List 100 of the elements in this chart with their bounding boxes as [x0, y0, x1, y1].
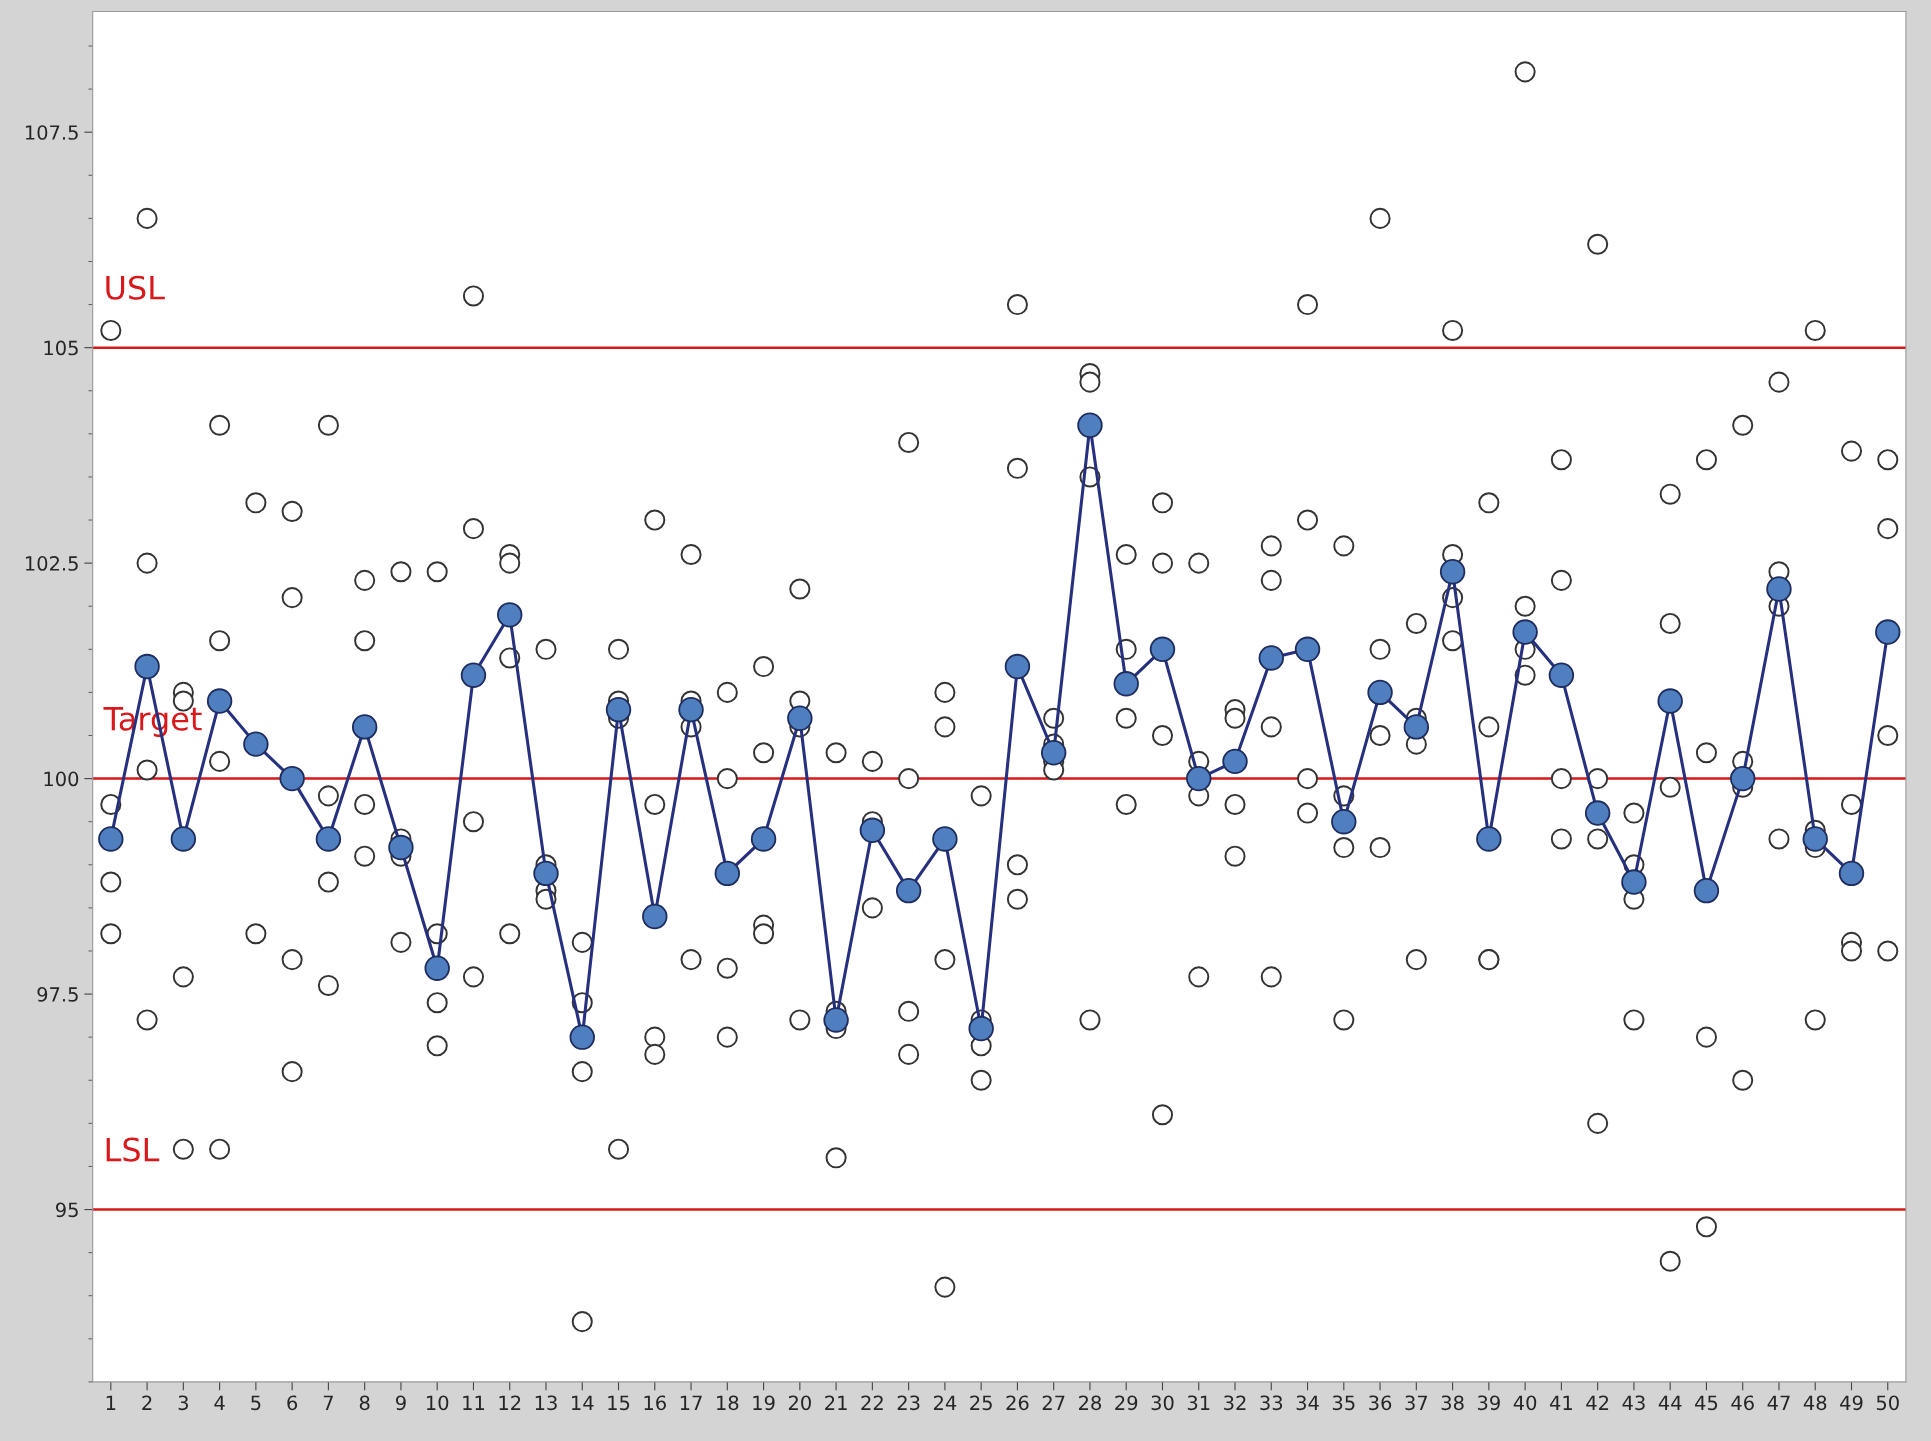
x-tick-label: 3 — [178, 1395, 188, 1411]
point — [605, 696, 632, 723]
point — [1004, 653, 1031, 680]
y-tick-label: 102.5 — [25, 556, 78, 571]
x-tick-label: 31 — [1187, 1395, 1210, 1411]
point — [823, 1007, 849, 1033]
x-tick-label: 16 — [644, 1395, 666, 1411]
ref-line-label: USL — [106, 275, 165, 300]
x-tick-label: 14 — [572, 1395, 594, 1410]
point — [642, 903, 668, 930]
x-tick-label: 37 — [1405, 1395, 1428, 1411]
point — [569, 1024, 595, 1050]
point — [1476, 826, 1502, 852]
point — [1186, 765, 1212, 792]
x-tick-label: 44 — [1658, 1395, 1682, 1410]
x-tick-label: 11 — [463, 1395, 485, 1410]
x-tick-label: 5 — [251, 1395, 261, 1411]
point — [1331, 808, 1357, 835]
x-tick-label: 2 — [142, 1395, 152, 1410]
point — [1149, 636, 1176, 663]
x-tick-label: 7 — [323, 1395, 333, 1410]
x-tick-label: 40 — [1513, 1395, 1537, 1411]
x-tick-label: 10 — [426, 1395, 449, 1411]
x-tick-label: 49 — [1840, 1395, 1863, 1411]
point — [1584, 800, 1611, 826]
x-tick-label: 48 — [1803, 1395, 1827, 1411]
x-tick-label: 15 — [608, 1395, 630, 1411]
point — [424, 955, 450, 981]
x-tick-label: 41 — [1549, 1395, 1572, 1410]
x-tick-label: 43 — [1622, 1395, 1645, 1411]
point — [170, 826, 197, 852]
point — [388, 834, 414, 861]
x-tick-label: 27 — [1042, 1395, 1065, 1410]
x-tick-label: 26 — [1006, 1395, 1029, 1411]
point — [497, 602, 523, 628]
x-tick-label: 47 — [1767, 1395, 1790, 1410]
x-tick-label: 13 — [535, 1395, 557, 1411]
ref-line-label: LSL — [106, 1137, 160, 1162]
x-tick-label: 9 — [395, 1395, 406, 1411]
x-tick-label: 24 — [933, 1395, 957, 1410]
point — [1838, 860, 1865, 887]
point — [1729, 765, 1756, 792]
point — [1077, 412, 1103, 438]
point — [1403, 714, 1430, 740]
x-tick-label: 6 — [287, 1395, 298, 1411]
point — [787, 705, 813, 731]
point — [1875, 619, 1901, 645]
point — [206, 688, 233, 714]
point — [1367, 679, 1393, 706]
point — [1222, 748, 1248, 775]
y-tick-label: 97.5 — [37, 987, 78, 1002]
x-tick-label: 12 — [499, 1395, 521, 1410]
x-tick-label: 21 — [825, 1395, 847, 1410]
point — [1548, 662, 1575, 688]
x-tick-label: 29 — [1115, 1395, 1138, 1411]
point — [243, 731, 269, 757]
x-tick-label: 36 — [1369, 1395, 1392, 1411]
x-tick-label: 45 — [1695, 1395, 1718, 1411]
point — [1693, 877, 1720, 904]
x-tick-label: 33 — [1260, 1395, 1283, 1411]
point — [1766, 576, 1792, 602]
x-tick-label: 20 — [788, 1395, 811, 1411]
point — [750, 826, 777, 852]
point — [315, 826, 342, 852]
point — [968, 1015, 994, 1042]
x-tick-label: 30 — [1151, 1395, 1174, 1411]
point — [859, 817, 886, 844]
x-tick-label: 4 — [214, 1395, 225, 1410]
x-tick-label: 17 — [680, 1395, 702, 1410]
point — [460, 662, 487, 688]
x-tick-label: 22 — [861, 1395, 883, 1410]
x-tick-label: 38 — [1441, 1395, 1464, 1411]
x-tick-label: 34 — [1296, 1395, 1319, 1411]
point — [895, 877, 922, 904]
x-tick-label: 46 — [1731, 1395, 1754, 1411]
x-tick-label: 18 — [717, 1395, 739, 1411]
x-tick-label: 32 — [1224, 1395, 1246, 1411]
point — [1621, 869, 1647, 895]
point — [351, 714, 378, 740]
x-tick-label: 8 — [359, 1395, 370, 1411]
x-tick-label: 39 — [1477, 1395, 1500, 1411]
x-tick-label: 35 — [1332, 1395, 1355, 1411]
x-tick-label: 28 — [1079, 1395, 1101, 1411]
point — [1439, 559, 1466, 585]
x-tick-label: 23 — [897, 1395, 920, 1411]
point — [98, 826, 124, 852]
point — [678, 696, 704, 723]
point — [1512, 619, 1538, 645]
point — [533, 860, 559, 887]
point — [134, 653, 160, 680]
x-tick-label: 42 — [1586, 1395, 1609, 1410]
y-tick-label: 100 — [44, 771, 79, 787]
point — [279, 765, 305, 792]
y-tick-label: 107.5 — [25, 125, 78, 140]
x-tick-label: 25 — [970, 1395, 992, 1411]
y-tick-label: 105 — [44, 340, 78, 356]
x-tick-label: 19 — [753, 1395, 775, 1411]
point — [1040, 740, 1067, 766]
point — [1657, 688, 1683, 714]
point — [932, 826, 958, 852]
